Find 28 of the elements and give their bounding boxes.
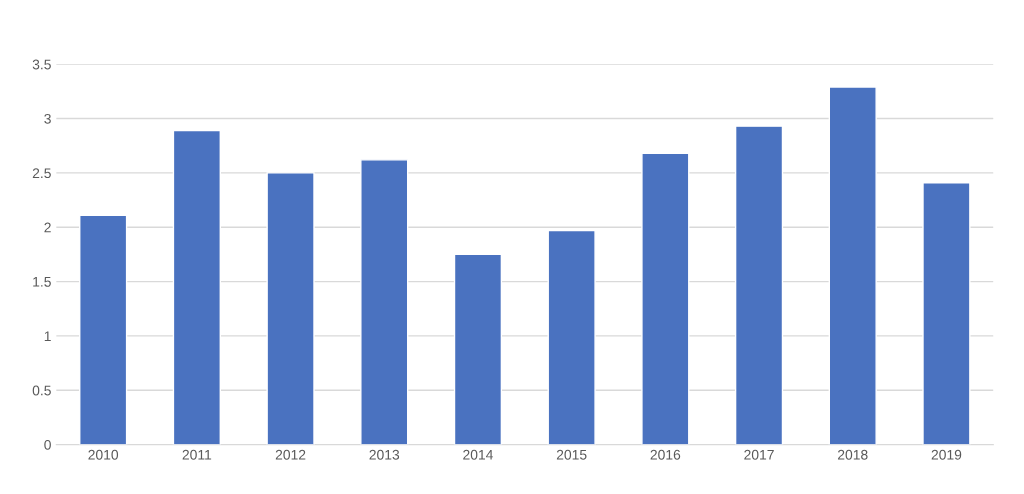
bar (641, 152, 690, 445)
y-tick-label: 3.5 (32, 59, 51, 70)
bar (360, 159, 409, 445)
y-tick-label: 1 (44, 331, 51, 341)
bar (922, 181, 971, 445)
y-tick-label: 0.5 (32, 385, 51, 396)
x-tick-label: 2016 (650, 449, 681, 460)
bar (828, 86, 877, 445)
y-tick-label: 2 (44, 222, 51, 233)
y-tick-label: 2.5 (32, 168, 51, 179)
x-tick-label: 2012 (275, 449, 306, 460)
x-tick-label: 2013 (369, 449, 400, 460)
x-tick-label: 2019 (931, 449, 962, 460)
x-tick-label: 2011 (182, 449, 212, 460)
x-tick-label: 2017 (744, 449, 774, 460)
bar (734, 125, 784, 445)
y-tick-label: 0 (44, 439, 51, 450)
x-tick-label: 2010 (88, 449, 119, 460)
bar (79, 214, 128, 445)
y-tick-label: 3 (44, 113, 51, 124)
x-tick-label: 2015 (556, 449, 587, 460)
y-tick-label: 1.5 (33, 277, 51, 287)
x-tick-label: 2018 (837, 449, 868, 460)
bar (547, 229, 596, 445)
bar (266, 172, 315, 445)
x-tick-label: 2014 (463, 449, 493, 460)
bar (172, 129, 221, 445)
bar (453, 253, 503, 445)
